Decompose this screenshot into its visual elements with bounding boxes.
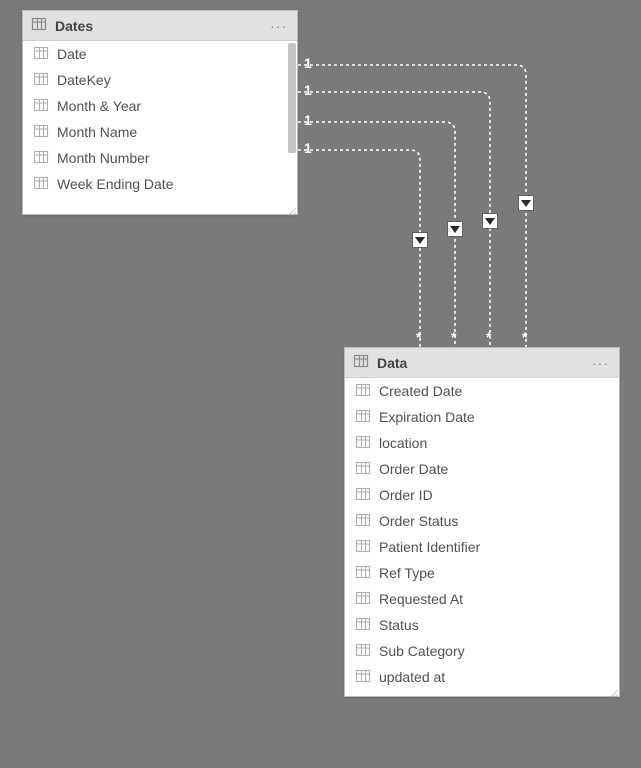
column-icon bbox=[33, 175, 49, 194]
column-icon bbox=[355, 642, 371, 661]
table-icon bbox=[31, 16, 47, 35]
cardinality-many: * bbox=[522, 329, 527, 345]
column-icon bbox=[355, 382, 371, 401]
column-icon bbox=[33, 45, 49, 64]
cardinality-one: 1 bbox=[304, 82, 312, 98]
table-data-menu[interactable]: ··· bbox=[592, 355, 609, 371]
filter-direction-icon bbox=[482, 213, 498, 229]
field-label: Order Status bbox=[379, 513, 458, 529]
field-label: Week Ending Date bbox=[57, 176, 173, 192]
table-data[interactable]: Data ··· Created Date Expiration Date loca… bbox=[344, 347, 620, 697]
field-label: Created Date bbox=[379, 383, 462, 399]
field-row[interactable]: Status bbox=[345, 612, 619, 638]
table-dates-fields: Date DateKey Month & Year Month Name Month N… bbox=[23, 41, 297, 216]
scrollbar[interactable] bbox=[288, 43, 296, 212]
column-icon bbox=[355, 460, 371, 479]
field-row[interactable]: DateKey bbox=[23, 67, 297, 93]
field-label: Order ID bbox=[379, 487, 433, 503]
column-icon bbox=[355, 434, 371, 453]
column-icon bbox=[33, 149, 49, 168]
field-label: DateKey bbox=[57, 72, 111, 88]
column-icon bbox=[355, 668, 371, 687]
field-row[interactable]: Patient Identifier bbox=[345, 534, 619, 560]
column-icon bbox=[355, 486, 371, 505]
filter-direction-icon bbox=[412, 232, 428, 248]
cardinality-one: 1 bbox=[304, 112, 312, 128]
column-icon bbox=[355, 590, 371, 609]
resize-handle[interactable] bbox=[286, 203, 296, 213]
field-label: Sub Category bbox=[379, 643, 465, 659]
table-data-header[interactable]: Data ··· bbox=[345, 348, 619, 378]
filter-direction-icon bbox=[447, 221, 463, 237]
table-dates-menu[interactable]: ··· bbox=[270, 18, 287, 34]
field-row[interactable]: updated at bbox=[345, 664, 619, 690]
table-dates-header[interactable]: Dates ··· bbox=[23, 11, 297, 41]
column-icon bbox=[33, 97, 49, 116]
field-row[interactable]: Requested At bbox=[345, 586, 619, 612]
filter-direction-icon bbox=[518, 195, 534, 211]
column-icon bbox=[355, 616, 371, 635]
field-row[interactable]: Sub Category bbox=[345, 638, 619, 664]
field-row[interactable]: Ref Type bbox=[345, 560, 619, 586]
field-row[interactable]: Expiration Date bbox=[345, 404, 619, 430]
field-row[interactable]: Month Number bbox=[23, 145, 297, 171]
cardinality-one: 1 bbox=[304, 55, 312, 71]
field-label: Order Date bbox=[379, 461, 448, 477]
field-row[interactable]: Date bbox=[23, 41, 297, 67]
field-row[interactable]: Month & Year bbox=[23, 93, 297, 119]
column-icon bbox=[33, 71, 49, 90]
column-icon bbox=[355, 512, 371, 531]
column-icon bbox=[355, 408, 371, 427]
column-icon bbox=[33, 123, 49, 142]
field-row[interactable]: Order Status bbox=[345, 508, 619, 534]
field-label: Date bbox=[57, 46, 87, 62]
field-label: updated at bbox=[379, 669, 445, 685]
field-row[interactable]: Order ID bbox=[345, 482, 619, 508]
field-label: Month & Year bbox=[57, 98, 141, 114]
field-row[interactable]: Week Ending Date bbox=[23, 171, 297, 197]
table-data-fields: Created Date Expiration Date location Order… bbox=[345, 378, 619, 698]
resize-handle[interactable] bbox=[608, 685, 618, 695]
field-label: Ref Type bbox=[379, 565, 435, 581]
field-label: Requested At bbox=[379, 591, 463, 607]
field-row[interactable]: location bbox=[345, 430, 619, 456]
model-canvas[interactable]: { "canvas": { "width": 641, "height": 76… bbox=[0, 0, 641, 768]
table-dates[interactable]: Dates ··· Date DateKey Month & Year Month N… bbox=[22, 10, 298, 215]
field-label: Expiration Date bbox=[379, 409, 475, 425]
table-dates-title: Dates bbox=[55, 18, 93, 34]
field-label: Month Name bbox=[57, 124, 137, 140]
table-icon bbox=[353, 353, 369, 372]
field-row[interactable]: Order Date bbox=[345, 456, 619, 482]
field-row[interactable]: Created Date bbox=[345, 378, 619, 404]
cardinality-many: * bbox=[416, 329, 421, 345]
field-row[interactable]: Month Name bbox=[23, 119, 297, 145]
cardinality-one: 1 bbox=[304, 140, 312, 156]
field-label: Patient Identifier bbox=[379, 539, 480, 555]
column-icon bbox=[355, 538, 371, 557]
field-label: location bbox=[379, 435, 427, 451]
table-data-title: Data bbox=[377, 355, 407, 371]
cardinality-many: * bbox=[451, 329, 456, 345]
cardinality-many: * bbox=[486, 329, 491, 345]
field-label: Month Number bbox=[57, 150, 150, 166]
field-label: Status bbox=[379, 617, 419, 633]
column-icon bbox=[355, 564, 371, 583]
